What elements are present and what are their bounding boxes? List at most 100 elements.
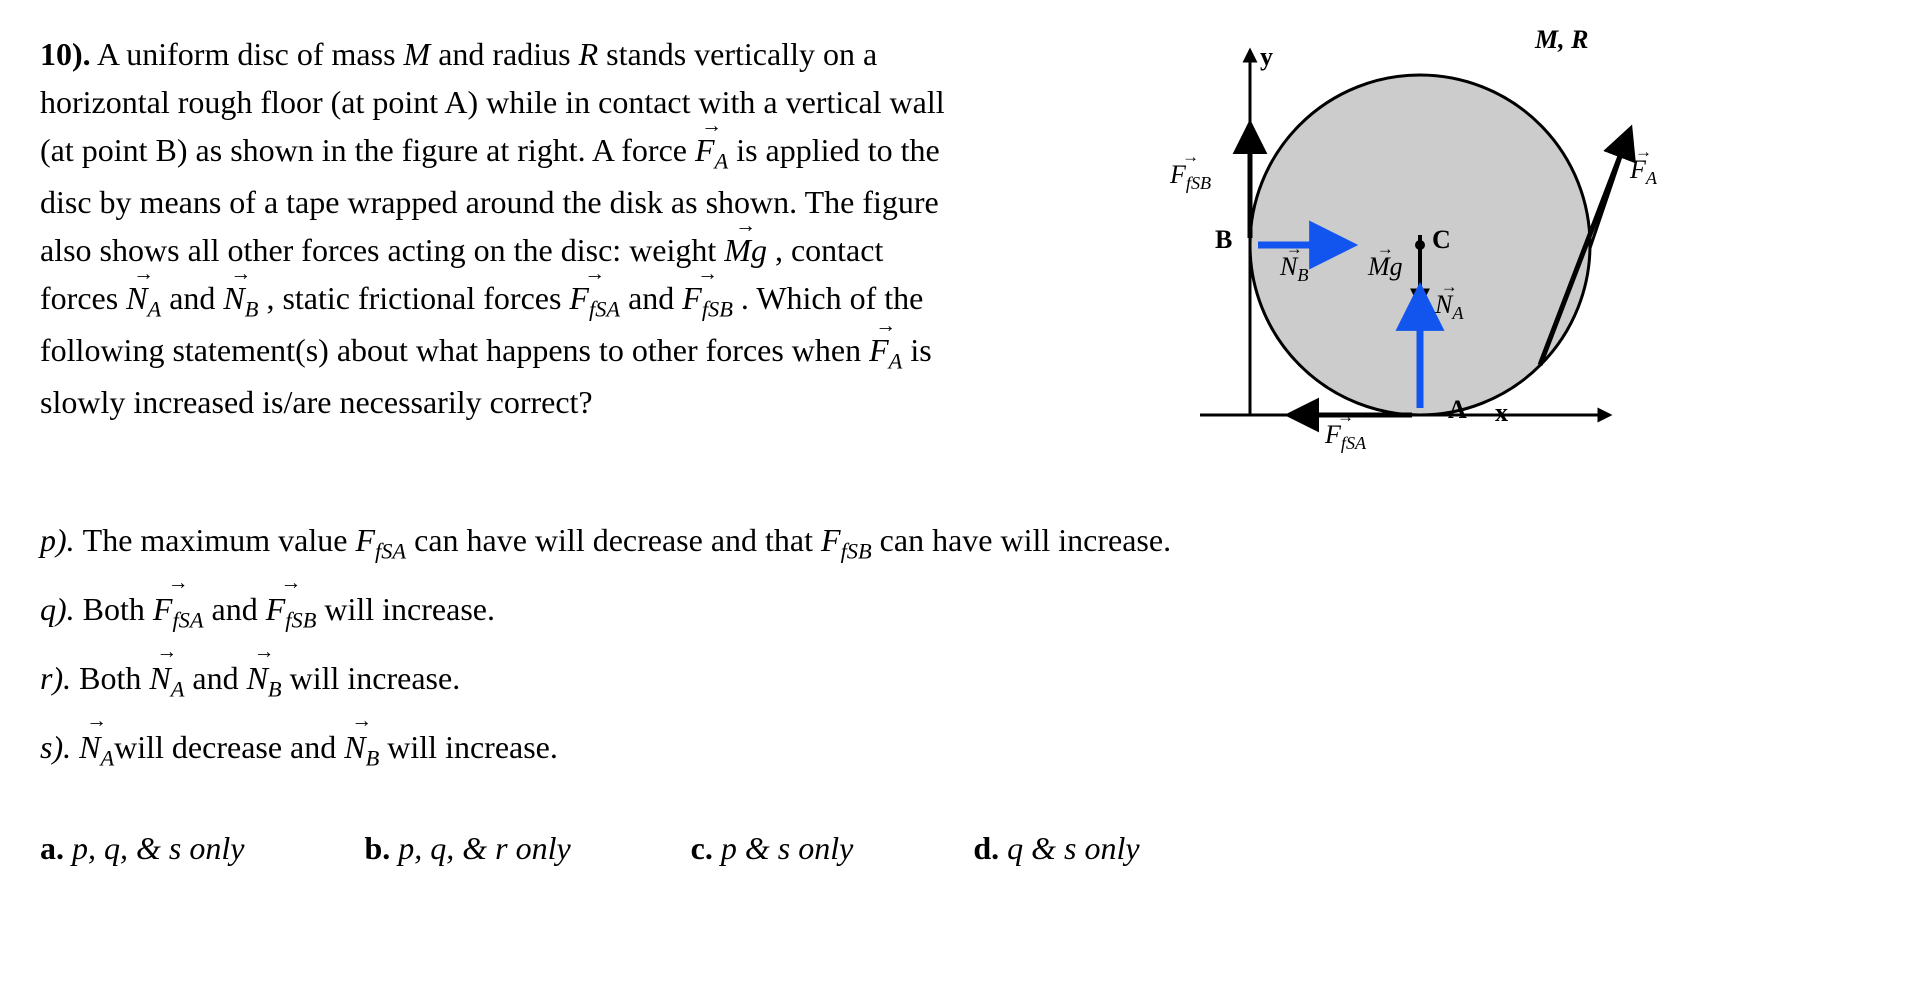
fig-label-NA: NA: [1435, 290, 1463, 324]
opt-c-label: c.: [691, 830, 721, 866]
q-a: Both: [83, 591, 153, 627]
fig-NA-sub: A: [1452, 303, 1463, 323]
fig-label-FfSA: FfSA: [1325, 420, 1366, 454]
question-number: 10).: [40, 36, 91, 72]
fig-Mg-text: Mg: [1368, 252, 1403, 282]
fig-label-Mg: Mg: [1368, 252, 1403, 282]
q-line7-a: following statement(s) about what happen…: [40, 332, 869, 368]
q-b: and: [204, 591, 266, 627]
fig-FfSA-F: F: [1325, 420, 1341, 449]
q-FA-sym: FA: [695, 126, 728, 178]
q-line4: disc by means of a tape wrapped around t…: [40, 184, 939, 220]
q-M: M: [404, 36, 431, 72]
r-NB-N: N: [247, 660, 268, 696]
s-NB: NB: [344, 717, 379, 780]
q-line1-c: stands vertically on a: [598, 36, 877, 72]
fig-FfSB-F: F: [1170, 160, 1186, 189]
q-FA-sub: A: [715, 148, 729, 173]
s-b: will increase.: [379, 729, 558, 765]
r-b: and: [184, 660, 246, 696]
p-FfSA-F: F: [355, 522, 375, 558]
fig-NB-sub: B: [1297, 265, 1308, 285]
fig-NA-N: N: [1435, 290, 1452, 319]
fig-label-C: C: [1432, 225, 1451, 255]
q-FA2-F: F: [869, 332, 889, 368]
opt-c-text: p & s only: [721, 830, 853, 866]
q-c: will increase.: [316, 591, 495, 627]
options-row: a. p, q, & s only b. p, q, & r only c. p…: [40, 830, 1882, 867]
q-NB-sub: B: [245, 296, 259, 321]
q-FfSB-sub: fSB: [702, 296, 733, 321]
r-NB: NB: [247, 648, 282, 711]
option-a: a. p, q, & s only: [40, 830, 244, 867]
p-FfSB-sub: fSB: [841, 538, 872, 563]
q-FA-F: F: [695, 132, 715, 168]
opt-d-text: q & s only: [1007, 830, 1139, 866]
fig-FfSB-sub: fSB: [1186, 173, 1211, 193]
p-FfSA-sub: fSA: [375, 538, 406, 563]
figure: M, R y x A B C FfSB FfSA NB NA Mg FA: [1140, 30, 1660, 470]
opt-b-label: b.: [364, 830, 398, 866]
s-NA-sub: A: [100, 745, 114, 770]
page: 10). A uniform disc of mass M and radius…: [0, 0, 1922, 988]
r-NB-sub: B: [268, 676, 282, 701]
q-FfSA-F: F: [569, 280, 589, 316]
p-b: can have will decrease and that: [406, 522, 821, 558]
fig-label-A: A: [1448, 395, 1467, 425]
s-NA-N: N: [79, 729, 100, 765]
q-line6-c: , static frictional forces: [258, 280, 569, 316]
fig-FA-F: F: [1630, 155, 1646, 184]
q-FA2-sym: FA: [869, 326, 902, 378]
q-NB-sym: NB: [223, 274, 258, 326]
fig-label-y: y: [1260, 42, 1273, 72]
opt-a-text: p, q, & s only: [72, 830, 244, 866]
q-NA-sym: NA: [126, 274, 161, 326]
q-line5-b: , contact: [767, 232, 883, 268]
opt-a-label: a.: [40, 830, 72, 866]
opt-b-text: p, q, & r only: [398, 830, 570, 866]
fig-label-B: B: [1215, 225, 1232, 255]
option-c: c. p & s only: [691, 830, 854, 867]
statement-r: r). Both NA and NB will increase.: [40, 648, 1740, 711]
q-line3-b: is applied to the: [728, 132, 940, 168]
fig-FfSA-sub: fSA: [1341, 433, 1366, 453]
fig-label-x: x: [1495, 398, 1508, 428]
r-NA-sub: A: [171, 676, 185, 701]
q-FfSB-sym: FfSB: [682, 274, 733, 326]
q-line6-a: forces: [40, 280, 126, 316]
q-FfSA-sym: FfSA: [569, 274, 620, 326]
q-line3-a: (at point B) as shown in the figure at r…: [40, 132, 695, 168]
q-FfSA-sub: fSA: [589, 296, 620, 321]
q-NB-N: N: [223, 280, 244, 316]
fig-label-FfSB: FfSB: [1170, 160, 1211, 194]
r-lead: r).: [40, 660, 79, 696]
statements-block: p). The maximum value FfSA can have will…: [40, 510, 1740, 780]
statement-s: s). NAwill decrease and NB will increase…: [40, 717, 1740, 780]
fig-FA-sub: A: [1646, 168, 1657, 188]
r-NA: NA: [149, 648, 184, 711]
q-line2: horizontal rough floor (at point A) whil…: [40, 84, 945, 120]
fig-label-MR: M, R: [1535, 25, 1588, 55]
r-a: Both: [79, 660, 149, 696]
opt-d-label: d.: [973, 830, 1007, 866]
q-FfSA-F: F: [153, 591, 173, 627]
q-line7-b: is: [902, 332, 931, 368]
fig-label-FA: FA: [1630, 155, 1657, 189]
fig-label-NB: NB: [1280, 252, 1308, 286]
p-FfSB: FfSB: [821, 522, 872, 558]
s-NB-sub: B: [366, 745, 380, 770]
question-text: 10). A uniform disc of mass M and radius…: [40, 30, 1140, 426]
q-NA-sub: A: [148, 296, 162, 321]
r-c: will increase.: [282, 660, 461, 696]
q-line8: slowly increased is/are necessarily corr…: [40, 384, 593, 420]
q-R: R: [579, 36, 599, 72]
r-NA-N: N: [149, 660, 170, 696]
top-row: 10). A uniform disc of mass M and radius…: [40, 30, 1882, 470]
q-FfSB-F: F: [266, 591, 286, 627]
q-FA2-sub: A: [889, 348, 903, 373]
q-line6-d: and: [620, 280, 682, 316]
p-c: can have will increase.: [872, 522, 1171, 558]
q-NA-N: N: [126, 280, 147, 316]
q-line6-b: and: [161, 280, 223, 316]
q-FfSB-F: F: [682, 280, 702, 316]
